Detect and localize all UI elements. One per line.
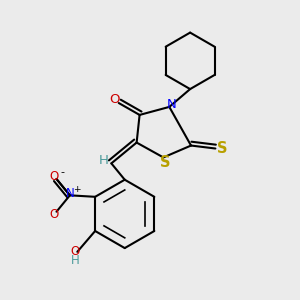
Text: H: H xyxy=(70,254,79,267)
Text: O: O xyxy=(50,208,59,221)
Text: S: S xyxy=(217,141,227,156)
Text: H: H xyxy=(99,154,109,167)
Text: N: N xyxy=(167,98,177,111)
Text: +: + xyxy=(73,185,80,194)
Text: S: S xyxy=(160,155,170,170)
Text: -: - xyxy=(60,167,64,177)
Text: O: O xyxy=(70,245,80,258)
Text: O: O xyxy=(109,93,120,106)
Text: O: O xyxy=(50,169,59,182)
Text: N: N xyxy=(65,187,74,200)
